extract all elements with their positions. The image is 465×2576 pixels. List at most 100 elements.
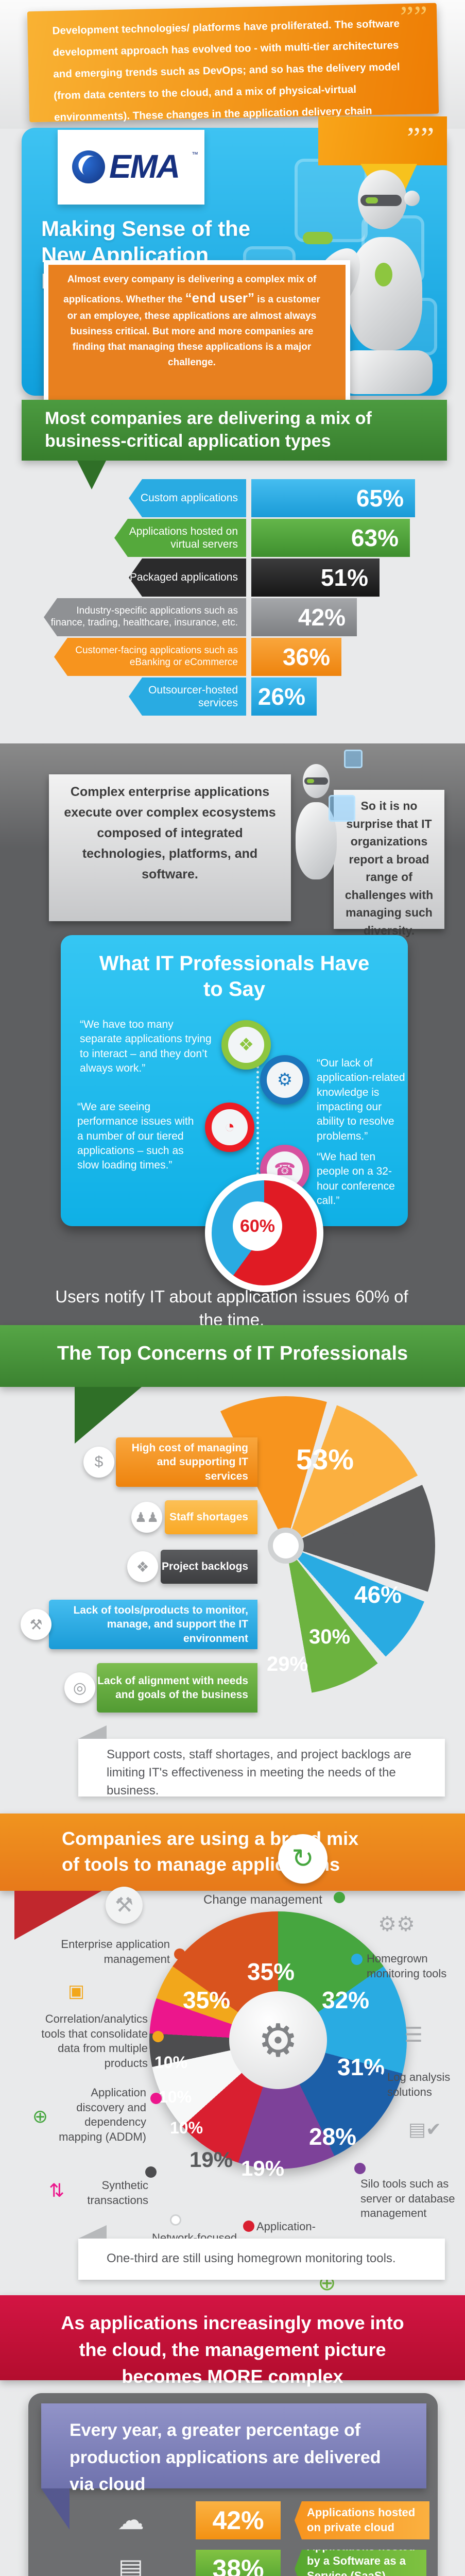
concern-label: Lack of tools/products to monitor, manag…: [49, 1600, 257, 1649]
robot-eye-icon: [307, 779, 314, 783]
robot-chest-light: [375, 263, 392, 286]
intro-message-box: Almost every company is delivering a com…: [44, 260, 350, 404]
database-icon: ▤✔: [407, 2111, 443, 2147]
bar-value-text: 42%: [298, 604, 346, 631]
voices-title: What IT Professionals Have to Say: [99, 952, 370, 1001]
ema-swoosh-icon: [72, 150, 105, 183]
bar-value-text: 65%: [356, 485, 404, 512]
percent-text: 38%: [212, 2554, 264, 2576]
tool-percent: 32%: [322, 1987, 370, 2013]
icon-glyph: ☁: [117, 2505, 144, 2535]
concern-label: Project backlogs: [161, 1550, 257, 1584]
bar-value: 26%: [251, 677, 317, 716]
icon-glyph: ▤✔: [408, 2119, 442, 2140]
voice-quote: “We have too many separate applications …: [80, 1019, 212, 1075]
cloud-row-label: Applications hosted on private cloud: [295, 2501, 429, 2539]
voice-quote: “Our lack of application-related knowled…: [317, 1057, 405, 1142]
staff-icon: ♟♟: [131, 1502, 162, 1533]
quote-icon: ””: [407, 121, 435, 155]
concerns-heading: The Top Concerns of IT Professionals: [57, 1343, 408, 1364]
bar-label: Customer-facing applications such as eBa…: [54, 638, 246, 676]
donut-value-text: 60%: [239, 1216, 275, 1236]
pie-performance-icon: ◔: [205, 1103, 254, 1152]
icon-glyph: ♟♟: [134, 1509, 159, 1525]
connector-dot: [334, 1892, 345, 1903]
tools-donut-hub: ⚙: [229, 1991, 327, 2089]
icon-glyph: ▤: [118, 2554, 144, 2576]
hologram-cube-icon: [329, 795, 355, 822]
cloud-move-banner: As applications increasingly move into t…: [0, 2295, 465, 2387]
cloud-row-percent: 42%: [196, 2501, 281, 2539]
tool-percent: 28%: [309, 2123, 357, 2150]
connector-dot: [351, 1954, 363, 1965]
bar-value: 51%: [251, 558, 380, 597]
icon-glyph: ❖: [238, 1035, 254, 1055]
fan-percent: 29%: [267, 1653, 308, 1675]
voices-timeline: [256, 1025, 259, 1206]
icon-glyph: ↻: [291, 1844, 314, 1874]
bar-label: Custom applications: [129, 479, 246, 517]
speech-bubble-right-text: So it is no surprise that IT organizatio…: [345, 799, 434, 937]
intro-quote-bubble: ”” Development technologies/ platforms h…: [27, 0, 439, 188]
tool-percent: 19%: [190, 2147, 233, 2172]
bar-label: Industry-specific applications such as f…: [44, 598, 246, 636]
bar-value: 65%: [251, 479, 415, 517]
app-types-heading: Most companies are delivering a mix of b…: [45, 409, 372, 451]
intro-highlight: “end user”: [185, 290, 255, 306]
robot-tool: [303, 232, 333, 244]
connector-dot: [145, 2166, 157, 2178]
robot-ear: [404, 191, 420, 206]
tool-label: Log analysis solutions: [387, 2071, 451, 2098]
backlog-icon: ❖: [127, 1551, 158, 1582]
icon-glyph: ◎: [73, 1679, 87, 1697]
red-fold: [14, 1891, 102, 1940]
robot-visor: [304, 777, 328, 785]
icon-glyph: ◔: [224, 1117, 235, 1137]
tools-banner: Companies are using a broad mix of tools…: [0, 1814, 465, 1891]
purple-fold: [41, 2488, 70, 2530]
icon-glyph: ❖: [136, 1558, 149, 1575]
cloud-row-label: Applications hosted by a Software as a S…: [295, 2550, 426, 2576]
icon-glyph: ☰: [404, 2024, 423, 2046]
apps-shapes-icon: ❖: [221, 1020, 271, 1070]
icon-glyph: ⊕: [32, 2106, 48, 2127]
cloud-delivery-header: Every year, a greater percentage of prod…: [41, 2403, 426, 2494]
tools-icon: ⚒: [21, 1609, 51, 1640]
globe-discovery-icon: ⊕: [25, 2101, 56, 2132]
bar-label-text: Industry-specific applications such as f…: [50, 605, 238, 628]
intro-post: is a customer or an employee, these appl…: [67, 294, 320, 368]
icon-glyph: ⚒: [115, 1894, 133, 1917]
concern-label-text: Project backlogs: [161, 1561, 248, 1573]
intro-message-text: Almost every company is delivering a com…: [62, 272, 322, 370]
bar-value: 63%: [251, 519, 410, 557]
tool-label: Enterprise application management: [61, 1938, 170, 1965]
gear-hand-icon: ⚙: [257, 2014, 299, 2066]
tools-caption: One-third are still using homegrown moni…: [107, 2251, 396, 2265]
concern-label: Staff shortages: [165, 1500, 257, 1534]
concern-label-text: High cost of managing and supporting IT …: [131, 1442, 248, 1482]
connector-dot: [170, 2214, 181, 2226]
tool-percent: 10%: [154, 2053, 188, 2072]
bar-value: 36%: [251, 638, 341, 676]
notify-caption: Users notify IT about application issues…: [55, 1287, 408, 1329]
connector-dot: [243, 2221, 254, 2232]
bar-label-text: Outsourcer-hosted services: [148, 684, 238, 709]
intro-pre: Almost every company is delivering a com…: [63, 274, 317, 306]
bar-value-text: 26%: [257, 683, 305, 710]
label-text: Applications hosted on private cloud: [307, 2506, 416, 2534]
connector-dot: [150, 2093, 162, 2104]
ema-logo-text: EMA: [109, 148, 180, 185]
tool-percent: 35%: [183, 1987, 231, 2013]
banner-tail: [77, 461, 106, 489]
percent-text: 42%: [212, 2506, 264, 2535]
robot-visor: [360, 195, 402, 206]
tools-caption-box: One-third are still using homegrown moni…: [78, 2225, 445, 2280]
icon-glyph: ▣: [67, 1981, 85, 2001]
fan-percent: 30%: [309, 1625, 351, 1648]
bar-label-text: Custom applications: [140, 492, 238, 504]
fan-percent: 53%: [296, 1443, 354, 1476]
knowledge-gear-icon: ⚙: [260, 1055, 309, 1105]
bar-label: Outsourcer-hosted services: [129, 677, 246, 716]
robot-base: [340, 350, 433, 394]
